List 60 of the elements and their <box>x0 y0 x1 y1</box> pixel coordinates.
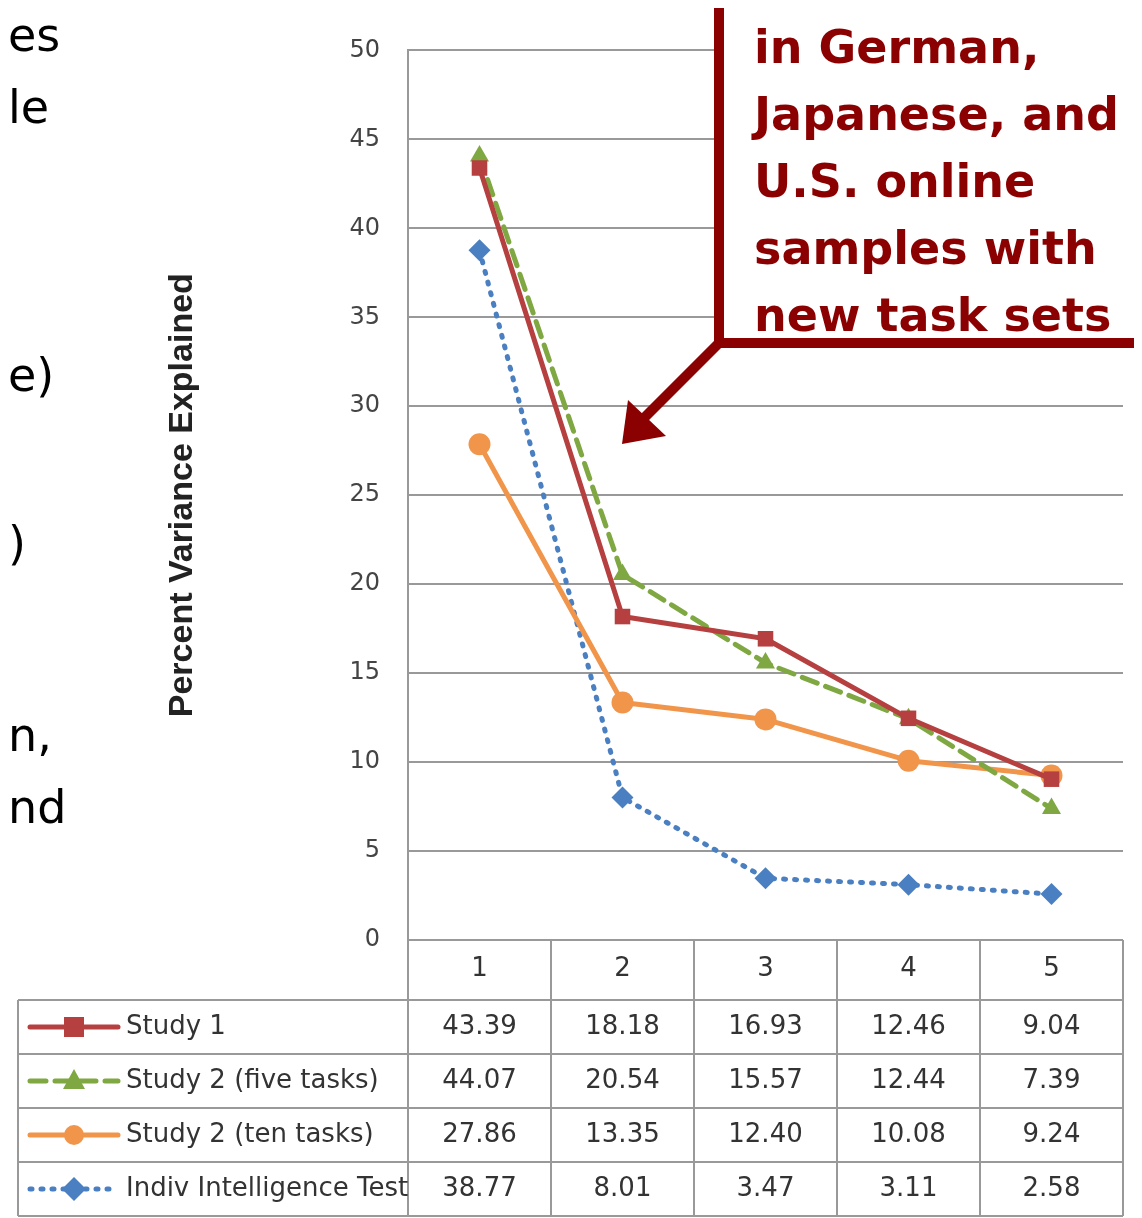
data-label: 38.77 <box>442 1171 517 1202</box>
data-label: 9.24 <box>1022 1117 1081 1148</box>
y-tick-label: 0 <box>364 924 380 953</box>
text: n, <box>8 708 52 762</box>
data-label: 27.86 <box>442 1117 517 1148</box>
point <box>611 691 634 714</box>
data-label: 20.54 <box>585 1063 660 1094</box>
legend-label: Indiv Intelligence Test <box>126 1171 409 1202</box>
text: nd <box>8 780 67 834</box>
x-tick-label: 1 <box>471 952 488 983</box>
text: e) <box>8 348 55 402</box>
text: es <box>8 8 61 62</box>
y-tick-label: 50 <box>349 34 380 63</box>
text: le <box>8 80 50 134</box>
point <box>471 160 488 176</box>
point <box>897 749 920 772</box>
data-label: 12.44 <box>871 1063 946 1094</box>
legend-label: Study 1 <box>126 1009 226 1040</box>
x-tick-label: 2 <box>614 952 631 983</box>
data-label: 10.08 <box>871 1117 946 1148</box>
y-tick-label: 15 <box>349 657 380 686</box>
legend-label: Study 2 (five tasks) <box>126 1063 379 1094</box>
point <box>754 867 777 890</box>
data-label: 9.04 <box>1022 1009 1081 1040</box>
x-tick-label: 3 <box>757 952 774 983</box>
y-tick-label: 5 <box>364 835 380 864</box>
y-tick-label: 25 <box>349 479 380 508</box>
y-tick-label: 30 <box>349 390 380 419</box>
data-label: 12.46 <box>871 1009 946 1040</box>
y-axis-title: Percent Variance Explained <box>160 273 199 718</box>
point <box>611 786 634 809</box>
point <box>614 608 631 625</box>
data-label: 15.57 <box>728 1063 803 1094</box>
x-tick-label: 5 <box>1043 952 1060 983</box>
data-label: 12.40 <box>728 1117 803 1148</box>
data-label: 44.07 <box>442 1063 517 1094</box>
data-label: 3.47 <box>736 1171 795 1202</box>
data-label: 3.11 <box>879 1171 938 1202</box>
y-tick-label: 35 <box>349 301 380 330</box>
point <box>754 708 777 731</box>
point <box>468 433 491 456</box>
y-tick-label: 20 <box>349 568 380 597</box>
legend-label: Study 2 (ten tasks) <box>126 1117 374 1148</box>
point <box>897 873 920 896</box>
point <box>757 631 774 647</box>
data-label: 2.58 <box>1022 1171 1081 1202</box>
data-label: 8.01 <box>593 1171 652 1202</box>
y-tick-label: 45 <box>349 123 380 152</box>
x-tick-label: 4 <box>900 952 917 983</box>
data-label: 16.93 <box>728 1009 803 1040</box>
data-label: 7.39 <box>1022 1063 1081 1094</box>
data-label: 43.39 <box>442 1009 517 1040</box>
annotation: in German, Japanese, and U.S. online samples with new task sets <box>750 19 1120 344</box>
point <box>468 239 491 262</box>
y-tick-label: 10 <box>349 746 380 775</box>
y-tick-label: 40 <box>349 212 380 241</box>
point <box>1040 883 1063 906</box>
data-label: 18.18 <box>585 1009 660 1040</box>
data-label: 13.35 <box>585 1117 660 1148</box>
text: ) <box>8 516 26 570</box>
